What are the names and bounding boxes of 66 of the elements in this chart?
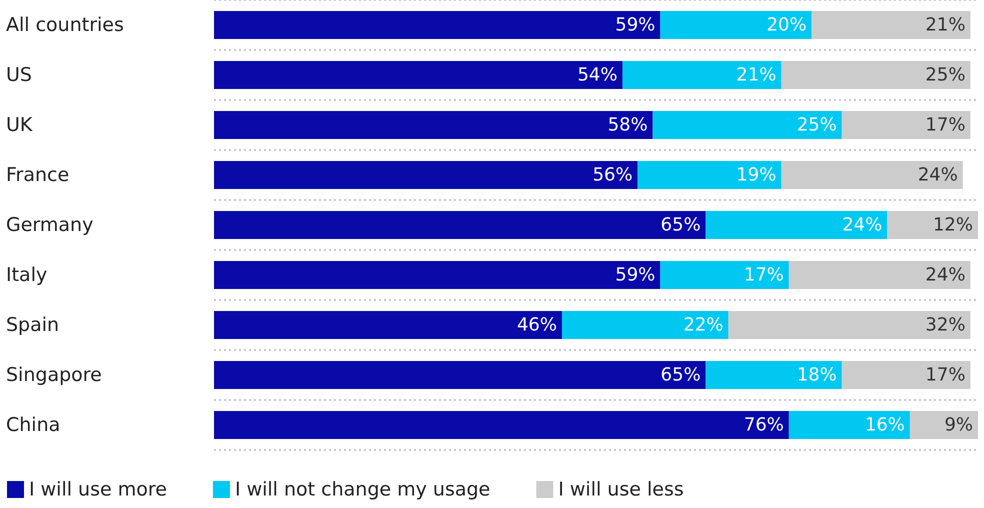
bar [910, 411, 978, 439]
data-label: 65% [660, 214, 701, 236]
data-label: 17% [925, 114, 966, 136]
bar [214, 11, 660, 39]
bar [652, 111, 842, 139]
bar [781, 61, 970, 89]
bar [214, 411, 789, 439]
data-label: 21% [925, 14, 966, 36]
bar [842, 361, 970, 389]
data-label: 24% [918, 164, 958, 186]
y-tick-label: US [6, 64, 32, 86]
bar [214, 311, 562, 339]
bar [214, 361, 706, 389]
bar [788, 261, 970, 289]
bar [214, 211, 706, 239]
bar [887, 211, 978, 239]
data-label: 24% [925, 264, 966, 286]
bar [788, 411, 910, 439]
data-label: 9% [944, 414, 973, 436]
data-label: 59% [615, 264, 656, 286]
y-tick-label: UK [6, 114, 33, 136]
data-label: 56% [592, 164, 633, 186]
y-tick-label: Spain [6, 314, 60, 336]
bar [638, 161, 782, 189]
y-tick-label: Italy [6, 264, 48, 286]
data-label: 59% [615, 14, 656, 36]
data-label: 20% [766, 14, 807, 36]
data-label: 12% [932, 214, 973, 236]
data-label: 25% [796, 114, 837, 136]
data-label: 46% [516, 314, 557, 336]
y-tick-label: Singapore [6, 364, 102, 386]
y-tick-label: China [6, 414, 60, 436]
data-label: 25% [925, 64, 966, 86]
data-label: 54% [577, 64, 618, 86]
bar [842, 111, 970, 139]
data-label: 22% [683, 314, 724, 336]
data-label: 24% [842, 214, 882, 236]
data-label: 76% [744, 414, 784, 436]
bar [214, 261, 660, 289]
y-tick-label: France [6, 164, 70, 186]
bar [660, 11, 812, 39]
bar [728, 311, 970, 339]
data-label: 58% [608, 114, 648, 136]
bar [660, 261, 789, 289]
bar [781, 161, 963, 189]
data-label: 19% [736, 164, 776, 186]
bar [562, 311, 728, 339]
bar [812, 11, 970, 39]
data-label: 65% [660, 364, 701, 386]
legend-label: I will use less [558, 478, 684, 500]
data-label: 17% [925, 364, 966, 386]
y-tick-label: Germany [6, 214, 94, 236]
bar [706, 361, 842, 389]
data-label: 17% [744, 264, 784, 286]
bar [214, 61, 622, 89]
bar [214, 161, 638, 189]
data-label: 21% [736, 64, 776, 86]
data-label: 16% [864, 414, 905, 436]
bar [214, 111, 653, 139]
bar [622, 61, 782, 89]
data-label: 32% [925, 314, 966, 336]
y-tick-label: All countries [6, 14, 124, 36]
legend-label: I will not change my usage [234, 478, 490, 500]
data-label: 18% [796, 364, 837, 386]
legend-label: I will use more [29, 478, 167, 500]
bar [706, 211, 888, 239]
